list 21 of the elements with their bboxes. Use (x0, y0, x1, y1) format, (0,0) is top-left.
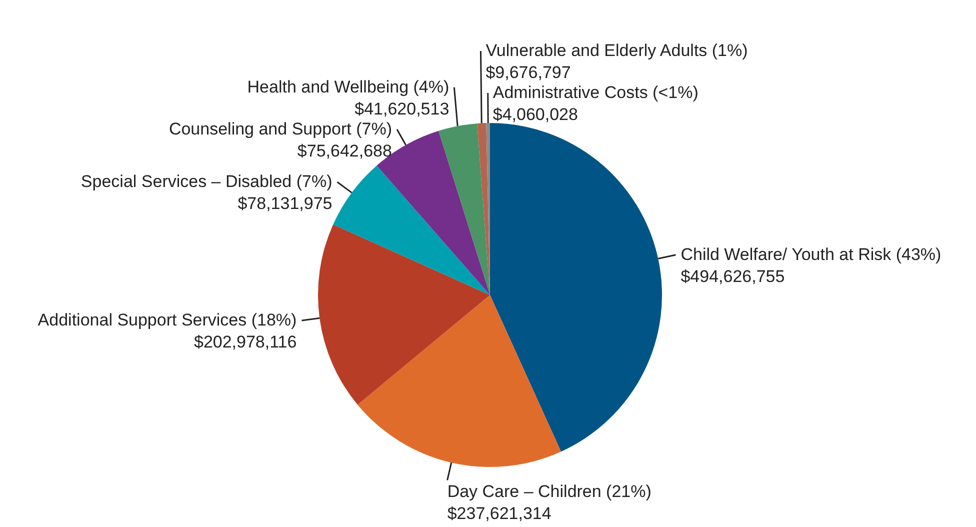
data-label: $75,642,688 (297, 141, 392, 160)
data-label: $41,620,513 (354, 99, 450, 118)
pie-slice (318, 224, 490, 405)
slice-label: Vulnerable and Elderly Adults (1%) (486, 41, 748, 60)
slice-label: Additional Support Services (18%) (38, 310, 297, 330)
slice-label: Day Care – Children (21%) (447, 482, 652, 502)
slice-label: Special Services – Disabled (7%) (80, 172, 332, 191)
data-label: $202,978,116 (194, 332, 297, 352)
slice-label: Health and Wellbeing (4%) (247, 77, 450, 96)
pie-slice (333, 166, 490, 295)
data-label: $237,621,314 (447, 504, 552, 524)
pie-slice (490, 123, 662, 452)
data-label: $4,060,028 (492, 105, 578, 124)
data-label: $494,626,755 (680, 266, 785, 286)
pie-slice (358, 295, 562, 467)
slice-label: Child Welfare/ Youth at Risk (43%) (680, 244, 942, 264)
slice-label: Counseling and Support (7%) (168, 119, 392, 138)
data-label: $9,676,797 (486, 63, 571, 82)
data-label: $78,131,975 (238, 194, 332, 213)
pie-slice (438, 123, 490, 295)
slice-label: Administrative Costs (<1%) (492, 83, 698, 102)
